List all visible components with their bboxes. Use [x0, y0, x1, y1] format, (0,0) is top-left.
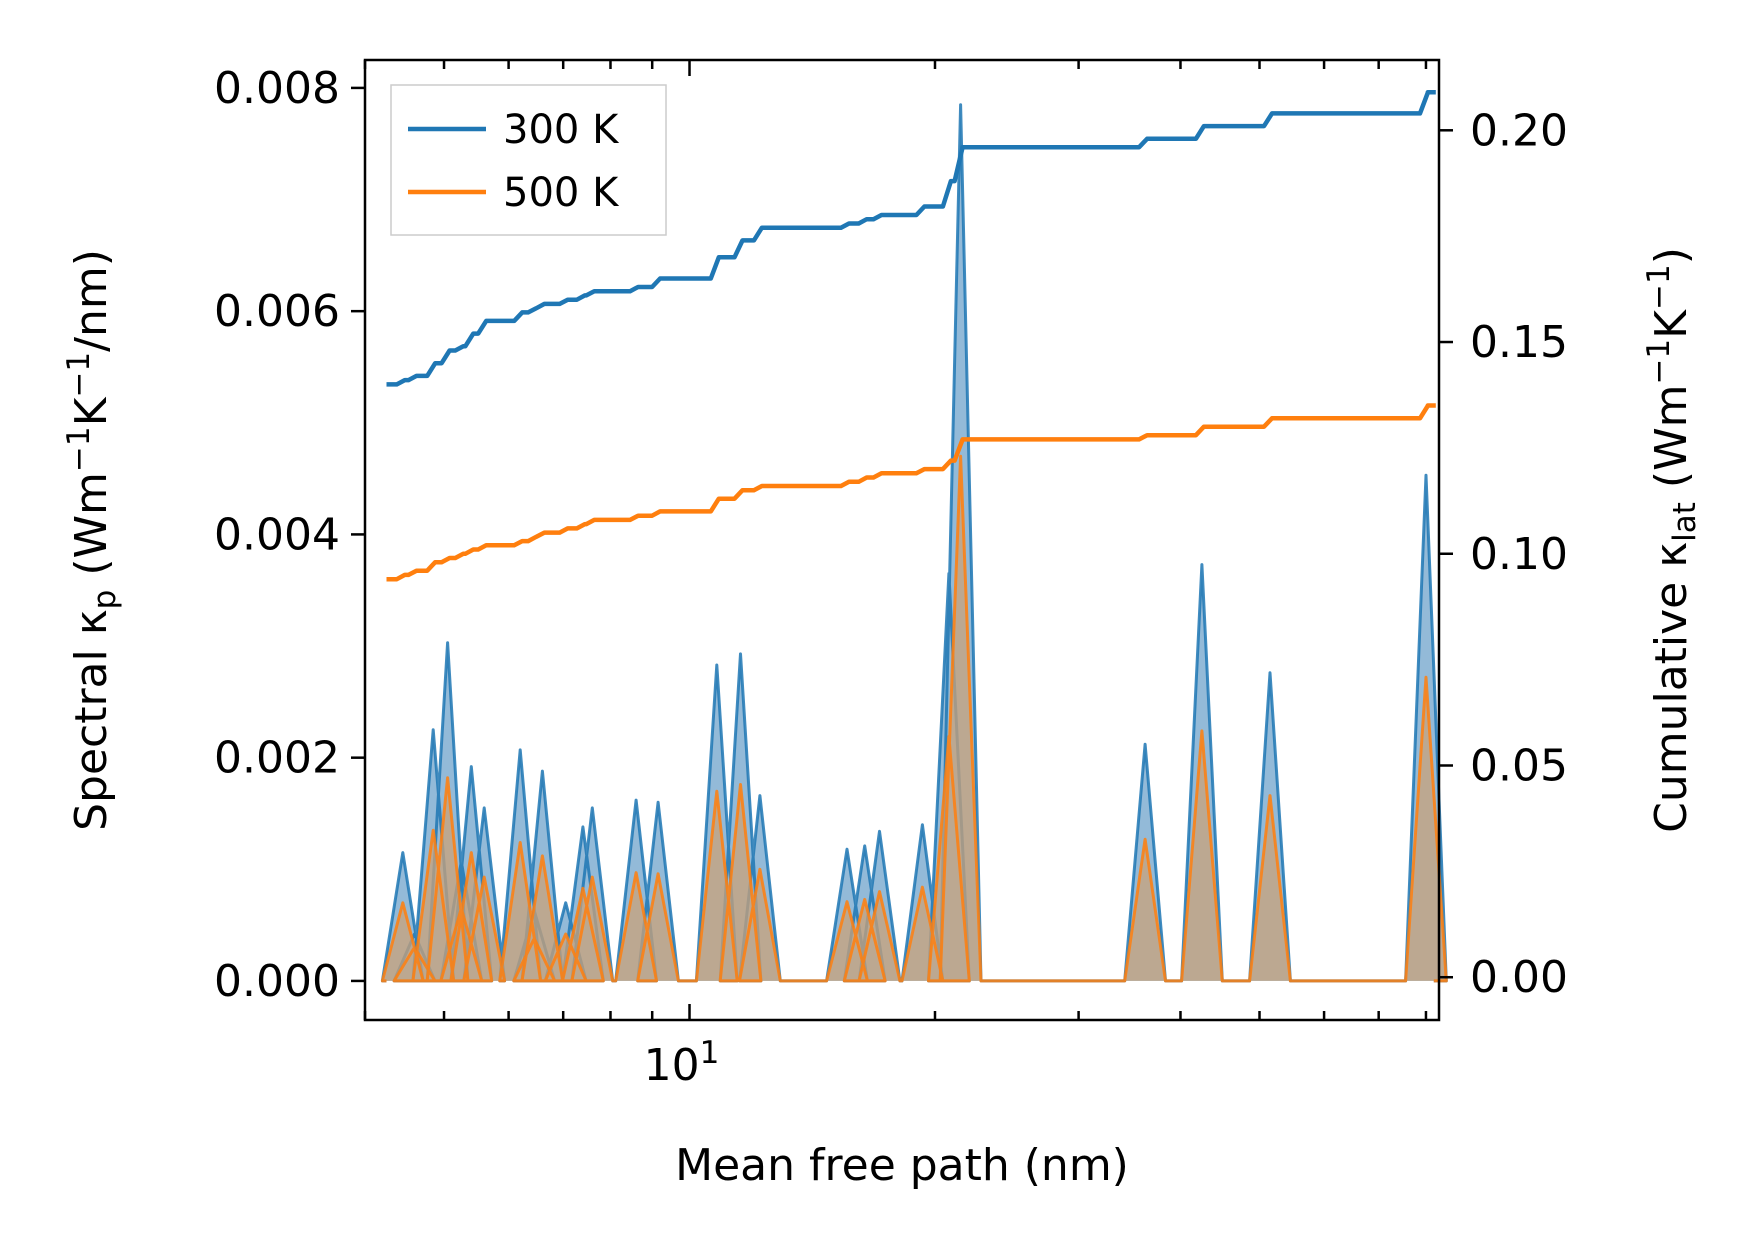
y-right-tick-label-0: 0.00: [1470, 952, 1568, 1003]
axes-frame: [363, 58, 1441, 1022]
y-right-tick-label-4: 0.20: [1470, 105, 1568, 156]
x-axis-title: Mean free path (nm): [675, 1140, 1129, 1191]
spectral-500k-fill: [382, 456, 1447, 981]
axis-ticks: [351, 60, 1453, 1020]
y-left-tick-label-0: 0.000: [214, 956, 340, 1007]
y-left-tick-label-2: 0.004: [214, 509, 340, 560]
spectral-500k-line: [380, 454, 1448, 983]
legend: 300 K 500 K: [390, 84, 667, 236]
y-right-tick-label-1: 0.05: [1470, 740, 1568, 791]
y-left-tick-label-1: 0.002: [214, 733, 340, 784]
cumulative-500k-line: [386, 403, 1436, 582]
y-left-tick-label-3: 0.006: [214, 286, 340, 337]
legend-label-500k: 500 K: [503, 170, 620, 216]
tick-labels: 101 0.000 0.002 0.004 0.006 0.008 0.00 0.05 0.10…: [214, 63, 1568, 1091]
y-axis-title-left: Spectral κp (Wm−1K−1/nm): [61, 249, 123, 831]
y-right-tick-label-2: 0.10: [1470, 529, 1568, 580]
plot-area: [380, 89, 1448, 983]
x-tick-label-0: 101: [644, 1035, 720, 1091]
spectral-300k-fill: [382, 104, 1447, 981]
legend-label-300k: 300 K: [503, 107, 620, 153]
y-right-tick-label-3: 0.15: [1470, 317, 1568, 368]
legend-frame: [390, 84, 667, 236]
cumulative-300k-line: [386, 89, 1436, 387]
y-left-tick-label-4: 0.008: [214, 63, 340, 114]
y-axis-title-right: Cumulative κlat (Wm−1K−1): [1641, 247, 1703, 833]
